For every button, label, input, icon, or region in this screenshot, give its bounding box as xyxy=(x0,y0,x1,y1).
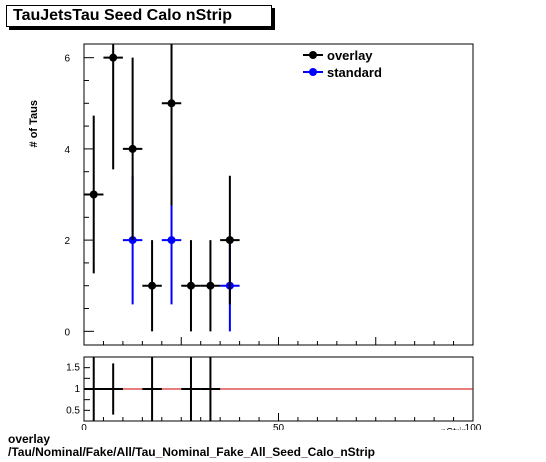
data-point xyxy=(186,281,195,290)
y-axis-title: # of Taus xyxy=(28,100,40,147)
ratio-y-tick-label: 1.5 xyxy=(66,363,80,374)
y-tick-label: 0 xyxy=(64,327,70,338)
ratio-x-tick-label: 50 xyxy=(273,423,285,430)
legend-label: overlay xyxy=(327,48,373,63)
data-point xyxy=(225,236,234,245)
ratio-x-tick-label: 0 xyxy=(81,423,87,430)
ratio-axis-ticks: 0.5 1 1.5 0 50 100 xyxy=(66,363,482,430)
data-point xyxy=(109,53,118,62)
legend: overlay standard xyxy=(303,48,382,80)
legend-marker xyxy=(309,51,317,59)
legend-label: standard xyxy=(327,65,382,80)
ratio-y-tick-label: 0.5 xyxy=(66,405,80,416)
main-plot-frame xyxy=(83,43,474,346)
data-point xyxy=(148,281,157,290)
y-tick-label: 6 xyxy=(64,54,70,65)
legend-marker xyxy=(309,68,317,76)
chart-canvas: # of Taus nStrip 0 2 4 6 0.5 1 1.5 0 50 100 over… xyxy=(28,43,482,430)
main-axis-ticks: 0 2 4 6 xyxy=(64,54,474,345)
title-box: TauJetsTau Seed Calo nStrip xyxy=(6,5,272,27)
chart-title: TauJetsTau Seed Calo nStrip xyxy=(13,7,233,24)
data-point xyxy=(206,281,215,290)
y-tick-label: 4 xyxy=(64,145,70,156)
y-tick-label: 2 xyxy=(64,236,70,247)
footer-line-2: /Tau/Nominal/Fake/All/Tau_Nominal_Fake_A… xyxy=(8,445,375,459)
ratio-y-tick-label: 1 xyxy=(74,384,80,395)
footer-line-1: overlay xyxy=(8,432,51,446)
data-point xyxy=(167,99,176,108)
data-point xyxy=(89,190,98,199)
data-point xyxy=(167,236,176,245)
footer-caption: overlay /Tau/Nominal/Fake/All/Tau_Nomina… xyxy=(8,433,375,459)
x-axis-title: nStrip xyxy=(441,427,468,430)
data-point xyxy=(128,144,137,153)
ratio-x-tick-label: 100 xyxy=(465,423,482,430)
data-marks xyxy=(84,44,473,421)
